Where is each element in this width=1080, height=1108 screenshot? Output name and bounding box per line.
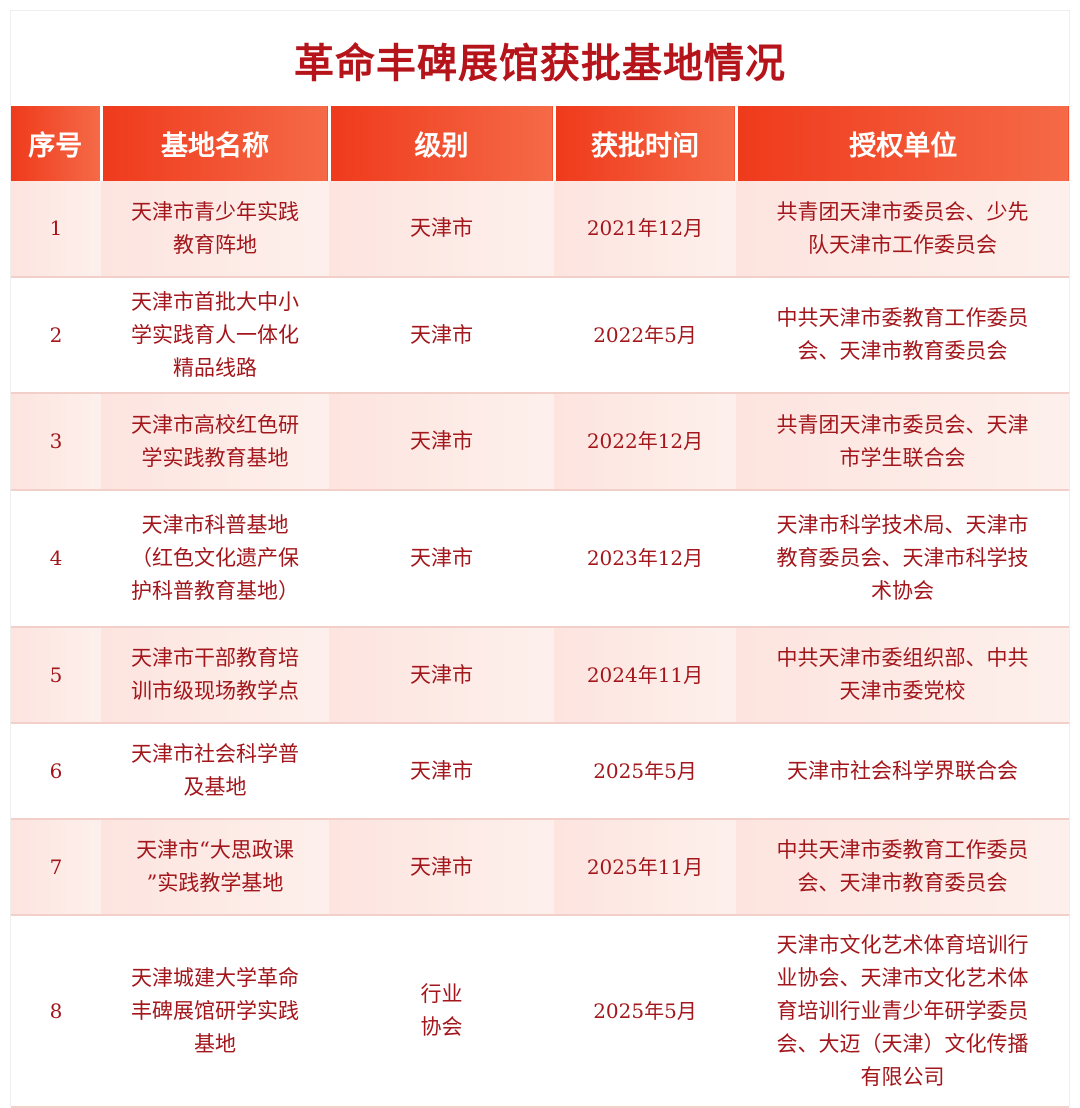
table-row: 5 天津市干部教育培 训市级现场教学点 天津市 2024年11月 中共天津市委组织部、中… [11, 627, 1069, 724]
cell-no: 1 [11, 181, 101, 278]
document: 革命丰碑展馆获批基地情况 序号 基地名称 级别 获批时间 授权单位 1 天津市青少年实践 … [10, 10, 1070, 1108]
table-row: 1 天津市青少年实践 教育阵地 天津市 2021年12月 共青团天津市委员会、少先 队天… [11, 181, 1069, 278]
cell-name: 天津市首批大中小 学实践育人一体化 精品线路 [101, 277, 329, 394]
cell-no: 8 [11, 915, 101, 1108]
header-level: 级别 [329, 106, 556, 181]
cell-name: 天津市高校红色研 学实践教育基地 [101, 393, 329, 491]
header-name: 基地名称 [101, 106, 331, 181]
cell-authority: 中共天津市委教育工作委员 会、天津市教育委员会 [736, 277, 1069, 394]
cell-name: 天津市社会科学普 及基地 [101, 723, 329, 820]
cell-level: 行业 协会 [329, 915, 554, 1108]
table-row: 6 天津市社会科学普 及基地 天津市 2025年5月 天津市社会科学界联合会 [11, 723, 1069, 820]
cell-no: 2 [11, 277, 101, 394]
cell-date: 2023年12月 [554, 490, 736, 628]
cell-level: 天津市 [329, 490, 554, 628]
cell-level: 天津市 [329, 393, 554, 491]
header-authority: 授权单位 [736, 106, 1069, 181]
cell-no: 3 [11, 393, 101, 491]
cell-level: 天津市 [329, 277, 554, 394]
table-row: 7 天津市“大思政课 ”实践教学基地 天津市 2025年11月 中共天津市委教育工作委员… [11, 819, 1069, 916]
cell-level: 天津市 [329, 819, 554, 916]
cell-no: 5 [11, 627, 101, 724]
cell-date: 2025年5月 [554, 723, 736, 820]
cell-authority: 中共天津市委教育工作委员 会、天津市教育委员会 [736, 819, 1069, 916]
cell-name: 天津市干部教育培 训市级现场教学点 [101, 627, 329, 724]
table-row: 2 天津市首批大中小 学实践育人一体化 精品线路 天津市 2022年5月 中共天津市委教… [11, 277, 1069, 394]
cell-authority: 天津市文化艺术体育培训行 业协会、天津市文化艺术体 育培训行业青少年研学委员 会… [736, 915, 1069, 1108]
cell-name: 天津市科普基地 （红色文化遗产保 护科普教育基地） [101, 490, 329, 628]
table-row: 4 天津市科普基地 （红色文化遗产保 护科普教育基地） 天津市 2023年12月 天津市… [11, 490, 1069, 628]
cell-date: 2025年11月 [554, 819, 736, 916]
table-row: 3 天津市高校红色研 学实践教育基地 天津市 2022年12月 共青团天津市委员会、天津… [11, 393, 1069, 491]
cell-name: 天津城建大学革命 丰碑展馆研学实践 基地 [101, 915, 329, 1108]
page-title: 革命丰碑展馆获批基地情况 [294, 41, 786, 87]
cell-no: 7 [11, 819, 101, 916]
header-no: 序号 [11, 106, 103, 181]
cell-name: 天津市“大思政课 ”实践教学基地 [101, 819, 329, 916]
cell-name: 天津市青少年实践 教育阵地 [101, 181, 329, 278]
cell-authority: 天津市科学技术局、天津市 教育委员会、天津市科学技 术协会 [736, 490, 1069, 628]
cell-date: 2025年5月 [554, 915, 736, 1108]
cell-authority: 共青团天津市委员会、少先 队天津市工作委员会 [736, 181, 1069, 278]
cell-level: 天津市 [329, 723, 554, 820]
cell-authority: 共青团天津市委员会、天津 市学生联合会 [736, 393, 1069, 491]
cell-date: 2021年12月 [554, 181, 736, 278]
header-date: 获批时间 [554, 106, 738, 181]
cell-no: 6 [11, 723, 101, 820]
cell-level: 天津市 [329, 627, 554, 724]
cell-date: 2022年12月 [554, 393, 736, 491]
cell-authority: 中共天津市委组织部、中共 天津市委党校 [736, 627, 1069, 724]
cell-date: 2024年11月 [554, 627, 736, 724]
cell-no: 4 [11, 490, 101, 628]
cell-level: 天津市 [329, 181, 554, 278]
cell-date: 2022年5月 [554, 277, 736, 394]
bases-table: 序号 基地名称 级别 获批时间 授权单位 1 天津市青少年实践 教育阵地 天津市 2021年1… [11, 106, 1069, 1108]
table-row: 8 天津城建大学革命 丰碑展馆研学实践 基地 行业 协会 2025年5月 天津市文化艺术… [11, 915, 1069, 1108]
cell-authority: 天津市社会科学界联合会 [736, 723, 1069, 820]
